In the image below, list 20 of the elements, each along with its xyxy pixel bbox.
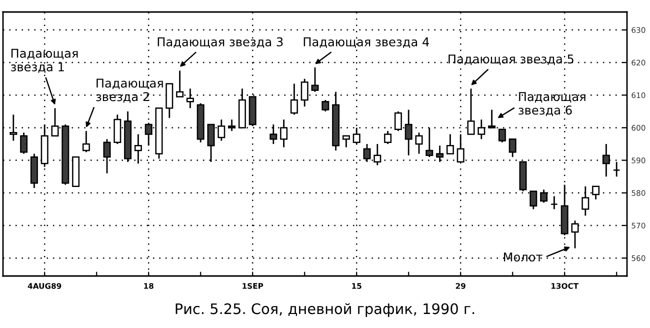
text: Рис. 5.25. Соя, дневной график, 1990 г. bbox=[176, 303, 474, 317]
candlestick bbox=[82, 130, 90, 153]
candlestick bbox=[103, 138, 111, 174]
annotation: Падающая звезда 3 bbox=[158, 37, 283, 48]
candlestick bbox=[20, 132, 28, 154]
annotation: Молот bbox=[504, 252, 542, 262]
candlestick bbox=[415, 132, 423, 154]
annotation: Падающая звезда 1 bbox=[11, 48, 78, 73]
candlestick bbox=[582, 186, 590, 216]
candlestick bbox=[446, 134, 454, 154]
candlestick bbox=[342, 135, 350, 148]
annotation: Падающая звезда 4 bbox=[304, 37, 429, 48]
candlestick bbox=[550, 195, 558, 210]
annotation: Падающая звезда 6 bbox=[518, 92, 586, 116]
annotation: Падающая звезда 5 bbox=[448, 54, 574, 66]
candlestick bbox=[322, 99, 330, 112]
candlestick bbox=[384, 130, 392, 145]
candlestick bbox=[508, 138, 516, 158]
candlestick bbox=[311, 66, 319, 93]
candlestick bbox=[228, 118, 236, 132]
